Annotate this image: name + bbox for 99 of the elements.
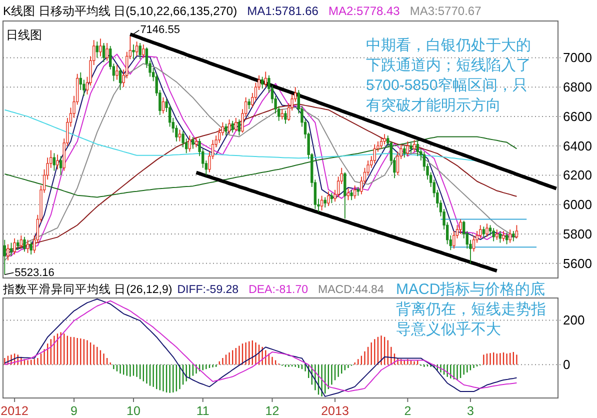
candlestick <box>102 42 106 63</box>
text: DIFF:-59.28 <box>177 284 239 296</box>
candlestick <box>228 118 231 135</box>
candlestick <box>162 96 165 114</box>
candlestick <box>508 229 512 244</box>
candlestick <box>324 196 326 208</box>
y-tick-label: 6200 <box>563 168 592 183</box>
candlestick <box>496 229 498 240</box>
candlestick <box>99 38 102 57</box>
candlestick <box>20 234 23 250</box>
candlestick <box>346 188 350 201</box>
candlestick <box>505 232 508 245</box>
x-tick-label: 11 <box>196 404 210 418</box>
candlestick <box>344 172 346 220</box>
chart-title: K线图 日移动平均线 日(5,10,22,66,135,270) <box>3 4 238 18</box>
y-tick-label: 6800 <box>563 80 592 95</box>
annotation: 中期看，白银仍处于大的下跌通道内；短线陷入了5700-5850窄幅区间，只有突破才能明示方向 <box>366 37 531 114</box>
y-tick-label: 200 <box>563 312 585 328</box>
candlestick <box>52 152 56 172</box>
candlestick <box>248 98 250 110</box>
candlestick <box>482 226 486 239</box>
candlestick <box>194 136 198 148</box>
candlestick <box>6 244 10 261</box>
candlestick <box>406 140 410 157</box>
candlestick <box>231 120 234 134</box>
candlestick <box>350 189 353 201</box>
y-tick-label: 6600 <box>563 108 592 124</box>
candlestick <box>178 129 182 142</box>
text: MACD:44.84 <box>318 284 384 296</box>
candlestick <box>502 230 505 242</box>
candlestick <box>380 136 383 150</box>
candlestick <box>403 145 406 158</box>
candlestick <box>373 144 376 164</box>
candlestick <box>118 68 122 90</box>
candlestick <box>238 118 241 136</box>
candlestick <box>96 41 98 58</box>
x-tick-label: 3 <box>466 404 474 418</box>
candlestick <box>10 242 13 256</box>
candlestick <box>23 236 26 252</box>
candlestick <box>56 154 59 170</box>
candlestick <box>13 238 16 255</box>
candlestick <box>320 195 324 211</box>
candlestick <box>116 64 118 80</box>
y-tick-label: 0 <box>563 357 570 372</box>
candlestick <box>16 239 20 251</box>
candlestick <box>260 76 264 90</box>
line-series <box>4 136 518 198</box>
candlestick <box>264 71 267 88</box>
annotation: 5523.16 <box>14 267 54 280</box>
candlestick <box>192 136 194 150</box>
candlestick <box>327 190 330 206</box>
candlestick <box>106 42 108 62</box>
y-tick-label: 6400 <box>563 138 592 154</box>
candlestick <box>3 239 6 276</box>
candlestick <box>353 185 356 200</box>
text: MA2:5778.43 <box>328 4 400 18</box>
candlestick <box>383 134 386 145</box>
candlestick <box>498 230 502 244</box>
candlestick <box>459 218 462 234</box>
candlestick <box>188 135 191 152</box>
text: DEA:-81.70 <box>248 284 308 296</box>
candlestick <box>59 156 62 176</box>
candlestick <box>472 234 476 252</box>
x-tick-label: 10 <box>126 404 140 418</box>
candlestick <box>284 110 287 124</box>
candlestick <box>412 140 416 152</box>
x-tick-label: 9 <box>70 404 78 418</box>
annotation: 7146.55 <box>140 24 180 36</box>
y-tick-label: 5800 <box>563 226 592 242</box>
candlestick <box>224 123 228 136</box>
text: 日线图 <box>6 28 42 42</box>
candlestick <box>410 142 412 154</box>
candlestick <box>135 41 138 57</box>
candlestick <box>26 239 30 254</box>
y-tick-label: 5600 <box>563 256 592 271</box>
candlestick <box>142 44 145 58</box>
candlestick <box>492 228 495 242</box>
text: MA1:5781.66 <box>247 4 319 18</box>
candlestick <box>512 230 515 242</box>
candlestick <box>280 108 284 120</box>
text: MA3:5770.67 <box>410 4 482 18</box>
candlestick <box>479 224 482 239</box>
candlestick <box>234 117 238 132</box>
annotation: MACD指标与价格的底背离仍在，短线走势指导意义似乎不大 <box>396 281 546 338</box>
x-tick-label: 2013 <box>321 404 349 418</box>
x-tick-label: 2012 <box>0 404 29 418</box>
x-tick-label: 12 <box>265 404 280 418</box>
line-series <box>194 170 499 273</box>
candlestick <box>132 44 135 60</box>
x-tick-label: 2 <box>404 404 412 418</box>
candlestick <box>138 42 142 60</box>
y-tick-label: 6000 <box>563 197 592 212</box>
y-tick-label: 7000 <box>563 50 592 66</box>
chart-title: 指数平滑异同平均线 日(26,12,9) <box>2 283 172 296</box>
candlestick <box>515 224 518 239</box>
candlestick <box>416 140 419 157</box>
candlestick <box>330 192 334 204</box>
candlestick <box>486 223 488 238</box>
candlestick <box>30 240 32 255</box>
